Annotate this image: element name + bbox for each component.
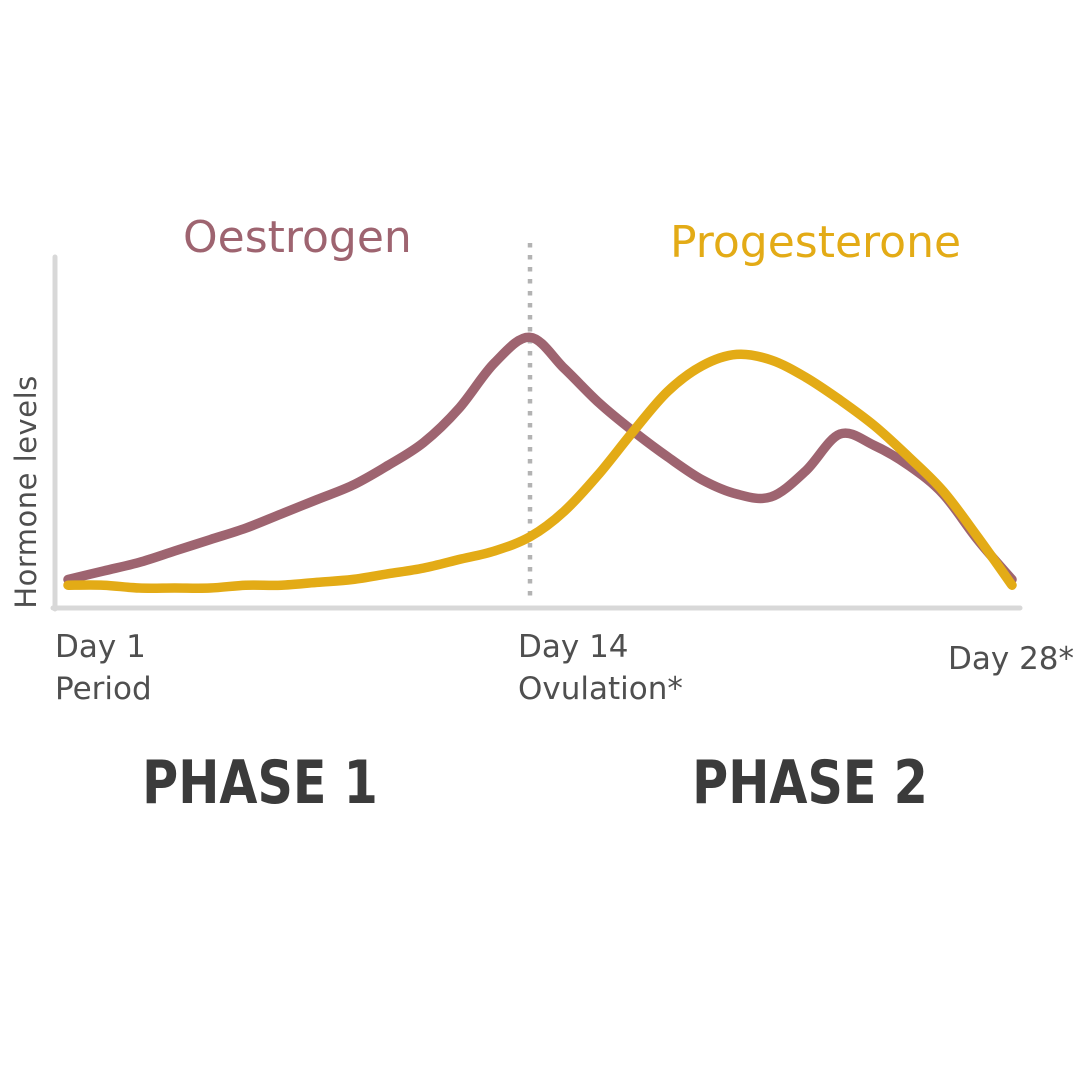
progesterone-curve [63,349,1017,593]
oestrogen-curve [63,332,1017,585]
phase-1-label: PHASE 1 [142,748,378,818]
x-tick-day1-line2: Period [55,671,152,708]
x-tick-day1: Day 1 Period [55,626,152,710]
x-tick-day14: Day 14 Ovulation* [518,626,683,710]
x-tick-day14-line2: Ovulation* [518,671,683,708]
x-tick-day28-line1: Day 28* [948,641,1075,677]
oestrogen-legend-label: Oestrogen [183,212,412,263]
x-tick-day28: Day 28* [948,638,1074,680]
x-tick-day1-line1: Day 1 [55,629,146,665]
x-tick-day14-line1: Day 14 [518,629,629,665]
progesterone-legend-label: Progesterone [670,217,962,268]
phase-2-label: PHASE 2 [692,748,928,818]
